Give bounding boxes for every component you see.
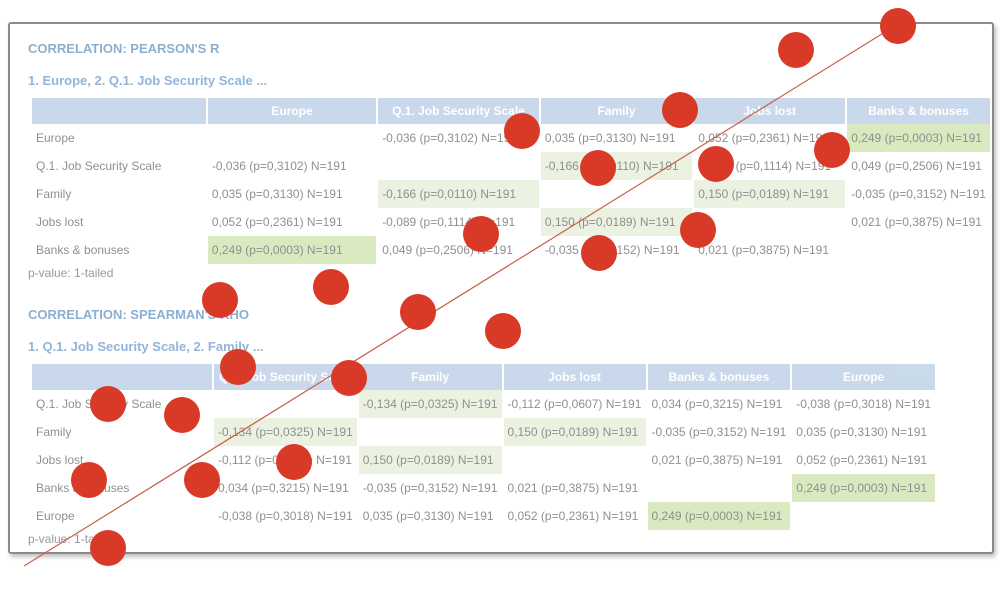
scatter-dot (485, 313, 521, 349)
scatter-dot (504, 113, 540, 149)
scatter-dot (90, 530, 126, 566)
table-row: Q.1. Job Security Scale -0,036 (p=0,3102… (32, 152, 990, 180)
pearson-subtitle: 1. Europe, 2. Q.1. Job Security Scale ..… (28, 73, 268, 88)
row-label: Jobs lost (36, 215, 84, 229)
row-label: Family (36, 187, 72, 201)
row-label: Family (36, 425, 72, 439)
scatter-dots (71, 8, 916, 566)
table-cell: 0,035 (p=0,3130) N=191 (362, 509, 494, 523)
scatter-dot (164, 397, 200, 433)
scatter-dot (90, 386, 126, 422)
scatter-dot (400, 294, 436, 330)
row-label: Banks & bonuses (36, 243, 130, 257)
table-row: Banks & bonuses 0,034 (p=0,3215) N=191 -… (32, 474, 936, 502)
pearson-header-corner (32, 98, 206, 124)
table-cell: -0,036 (p=0,3102) N=191 (211, 159, 347, 173)
pearson-title: CORRELATION: PEARSON'S R (28, 41, 220, 56)
scatter-dot (778, 32, 814, 68)
scatter-dot (880, 8, 916, 44)
trend-line (23, 23, 899, 567)
spearman-title: CORRELATION: SPEARMAN'S RHO (28, 307, 249, 322)
spearman-header-corner (32, 364, 212, 390)
table-cell: 0,034 (p=0,3215) N=191 (651, 397, 783, 411)
spearman-subtitle: 1. Q.1. Job Security Scale, 2. Family ..… (28, 339, 264, 354)
scatter-dot (581, 235, 617, 271)
table-cell: -0,112 (p=0,0607) N=191 (507, 397, 642, 411)
table-cell: -0,036 (p=0,3102) N=191 (382, 131, 517, 145)
table-cell: 0,021 (p=0,3875) N=191 (698, 243, 829, 257)
table-row: Jobs lost 0,052 (p=0,2361) N=191 -0,089 … (32, 208, 990, 236)
table-row: Europe -0,038 (p=0,3018) N=191 0,035 (p=… (32, 502, 935, 530)
table-cell: -0,166 (p=0,0110) N=191 (378, 180, 539, 208)
table-cell: 0,249 (p=0,0003) N=191 (207, 236, 377, 264)
table-cell: 0,150 (p=0,0189) N=191 (503, 418, 646, 446)
pearson-note: p-value: 1-tailed (28, 266, 114, 280)
pearson-col-header: Jobs lost (694, 98, 846, 124)
scatter-dot (71, 462, 107, 498)
table-cell: 0,150 (p=0,0189) N=191 (540, 208, 693, 236)
scatter-dot (331, 360, 367, 396)
table-cell: -0,134 (p=0,0325) N=191 (358, 390, 502, 418)
table-cell: 0,150 (p=0,0189) N=191 (358, 446, 502, 474)
table-row: Family 0,035 (p=0,3130) N=191 -0,166 (p=… (32, 180, 990, 208)
table-row: Family -0,134 (p=0,0325) N=191 0,150 (p=… (32, 418, 935, 446)
table-cell: 0,052 (p=0,2361) N=191 (796, 453, 928, 467)
scatter-dot (184, 462, 220, 498)
scatter-dot (662, 92, 698, 128)
pearson-col-header: Europe (207, 98, 377, 124)
table-cell: -0,035 (p=0,3152) N=191 (651, 425, 787, 439)
scatter-dot (580, 150, 616, 186)
scatter-dot (202, 282, 238, 318)
table-cell: -0,038 (p=0,3018) N=191 (218, 509, 353, 523)
pearson-col-header: Banks & bonuses (847, 98, 990, 124)
table-cell: 0,249 (p=0,0003) N=191 (647, 502, 791, 530)
table-cell: 0,052 (p=0,2361) N=191 (698, 131, 829, 145)
table-cell: 0,052 (p=0,2361) N=191 (507, 509, 639, 523)
spearman-col-header: Europe (792, 364, 936, 390)
row-label: Europe (36, 509, 75, 523)
table-cell: 0,035 (p=0,3130) N=191 (211, 187, 343, 201)
table-cell: 0,049 (p=0,2506) N=191 (851, 159, 982, 173)
table-cell: 0,021 (p=0,3875) N=191 (851, 215, 982, 229)
scatter-dot (814, 132, 850, 168)
table-cell: 0,052 (p=0,2361) N=191 (211, 215, 343, 229)
table-cell: 0,034 (p=0,3215) N=191 (218, 481, 349, 495)
table-cell: -0,038 (p=0,3018) N=191 (796, 397, 932, 411)
table-cell: 0,021 (p=0,3875) N=191 (507, 481, 639, 495)
table-cell: 0,035 (p=0,3130) N=191 (544, 131, 676, 145)
table-cell: -0,134 (p=0,0325) N=191 (214, 418, 357, 446)
scatter-dot (680, 212, 716, 248)
spearman-col-header: Banks & bonuses (647, 364, 791, 390)
row-label: Q.1. Job Security Scale (36, 159, 162, 173)
row-label: Jobs lost (36, 453, 84, 467)
spearman-col-header: Jobs lost (503, 364, 646, 390)
table-cell: 0,249 (p=0,0003) N=191 (847, 124, 990, 152)
spearman-table: Q.1. Job Security Scale Family Jobs lost… (30, 364, 937, 530)
table-cell: -0,035 (p=0,3152) N=191 (851, 187, 986, 201)
table-cell: 0,150 (p=0,0189) N=191 (694, 180, 846, 208)
scatter-dot (220, 349, 256, 385)
table-cell: 0,249 (p=0,0003) N=191 (792, 474, 936, 502)
scatter-dot (463, 216, 499, 252)
scatter-dot (313, 269, 349, 305)
table-cell: 0,035 (p=0,3130) N=191 (796, 425, 928, 439)
row-label: Europe (36, 131, 75, 145)
table-row: Q.1. Job Security Scale -0,134 (p=0,0325… (32, 390, 935, 418)
table-row: Europe -0,036 (p=0,3102) N=191 0,035 (p=… (32, 124, 990, 152)
table-cell: 0,021 (p=0,3875) N=191 (651, 453, 783, 467)
spearman-col-header: Family (358, 364, 502, 390)
scatter-dot (698, 146, 734, 182)
scatter-dot (276, 444, 312, 480)
table-cell: -0,035 (p=0,3152) N=191 (362, 481, 498, 495)
